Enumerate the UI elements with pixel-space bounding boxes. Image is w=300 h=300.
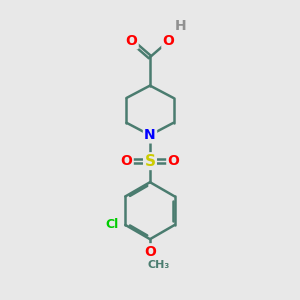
Text: Cl: Cl xyxy=(106,218,119,231)
Text: H: H xyxy=(175,19,187,33)
Text: O: O xyxy=(163,34,175,48)
Text: S: S xyxy=(145,154,155,169)
Text: N: N xyxy=(144,128,156,142)
Text: O: O xyxy=(144,244,156,259)
Text: O: O xyxy=(125,34,137,48)
Text: CH₃: CH₃ xyxy=(148,260,170,270)
Text: O: O xyxy=(168,154,179,168)
Text: O: O xyxy=(121,154,132,168)
